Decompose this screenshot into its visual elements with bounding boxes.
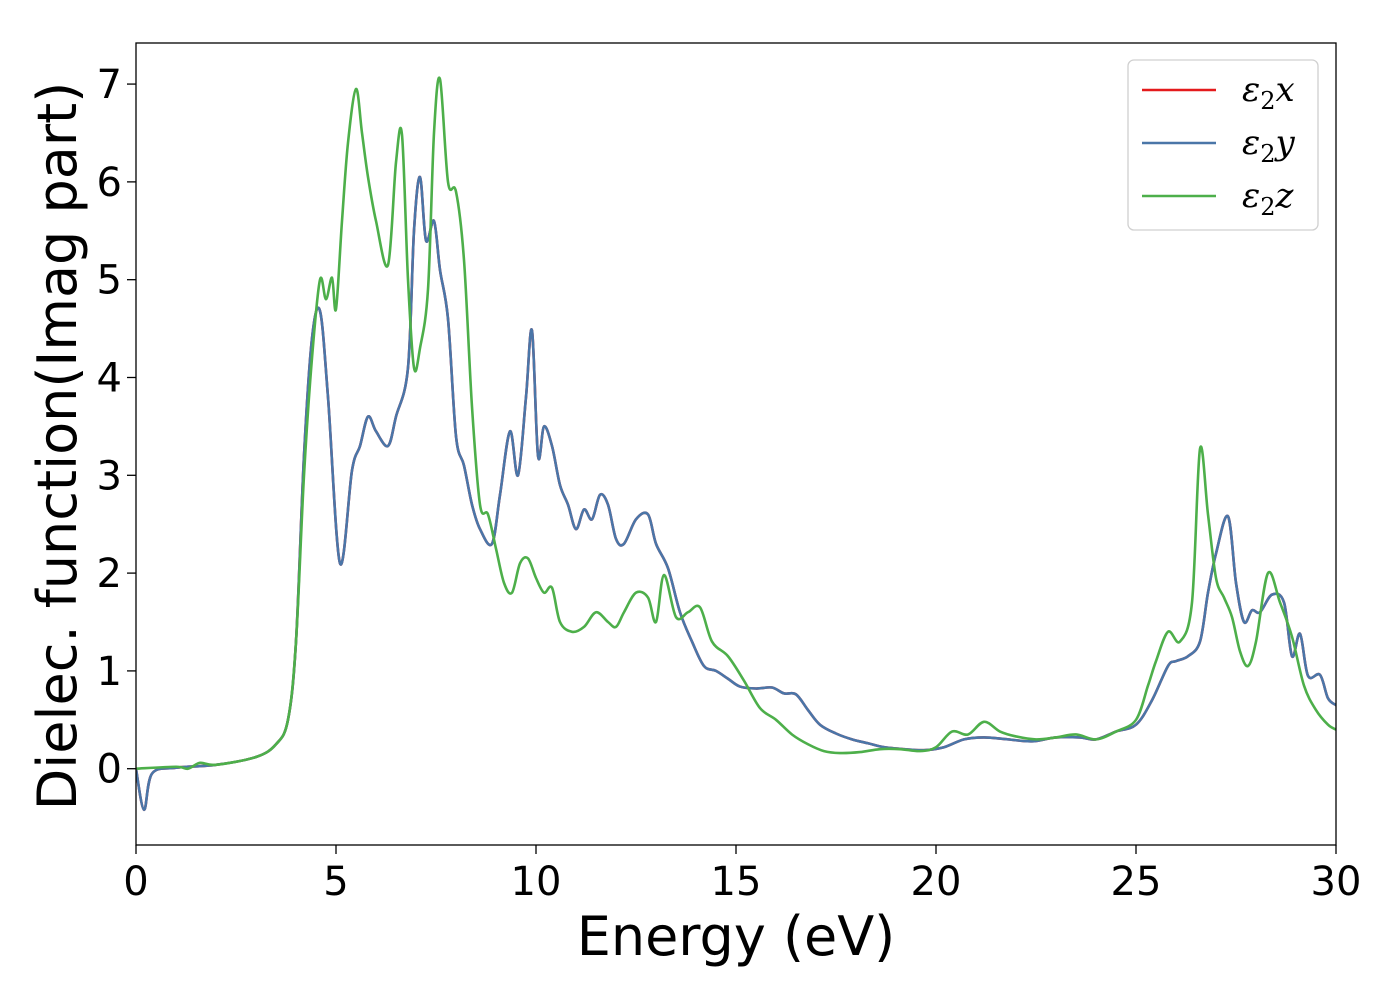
x-tick-label: 0 bbox=[123, 859, 148, 905]
x-tick-label: 5 bbox=[323, 859, 348, 905]
series-line-y bbox=[136, 175, 1336, 812]
x-tick-label: 10 bbox=[511, 859, 562, 905]
legend-subscript: 2 bbox=[1260, 193, 1275, 221]
legend-variable: y bbox=[1274, 123, 1296, 163]
x-axis-label: Energy (eV) bbox=[577, 905, 896, 968]
legend-symbol: ε bbox=[1242, 70, 1260, 110]
ticks-layer: 0 5 10 15 20 25 30 0 1 2 3 4 5 6 7 bbox=[97, 62, 1362, 905]
y-tick-label: 2 bbox=[97, 551, 122, 597]
y-tick-label: 1 bbox=[97, 649, 122, 695]
y-tick-label: 3 bbox=[97, 453, 122, 499]
x-tick-label: 25 bbox=[1111, 859, 1162, 905]
legend-box bbox=[1127, 59, 1319, 231]
y-tick-label: 7 bbox=[97, 62, 122, 108]
legend-variable: x bbox=[1276, 70, 1295, 110]
y-tick-label: 6 bbox=[97, 160, 122, 206]
x-tick-label: 15 bbox=[711, 859, 762, 905]
legend-variable: z bbox=[1275, 176, 1295, 216]
x-tick-label: 30 bbox=[1311, 859, 1362, 905]
x-tick-label: 20 bbox=[911, 859, 962, 905]
legend-label-y: ε2y bbox=[1242, 123, 1296, 168]
legend-label-z: ε2z bbox=[1242, 176, 1295, 221]
y-axis-label: Dielec. function(Imag part) bbox=[26, 82, 89, 811]
legend-subscript: 2 bbox=[1260, 140, 1275, 168]
legend-symbol: ε bbox=[1242, 176, 1260, 216]
y-tick-label: 4 bbox=[97, 355, 122, 401]
y-tick-label: 5 bbox=[97, 258, 122, 304]
y-tick-label: 0 bbox=[97, 747, 122, 793]
legend-symbol: ε bbox=[1242, 123, 1260, 163]
series-line-z bbox=[136, 76, 1336, 771]
legend-label-x: ε2x bbox=[1242, 70, 1295, 115]
legend-subscript: 2 bbox=[1260, 87, 1275, 115]
series-layer bbox=[136, 76, 1336, 812]
